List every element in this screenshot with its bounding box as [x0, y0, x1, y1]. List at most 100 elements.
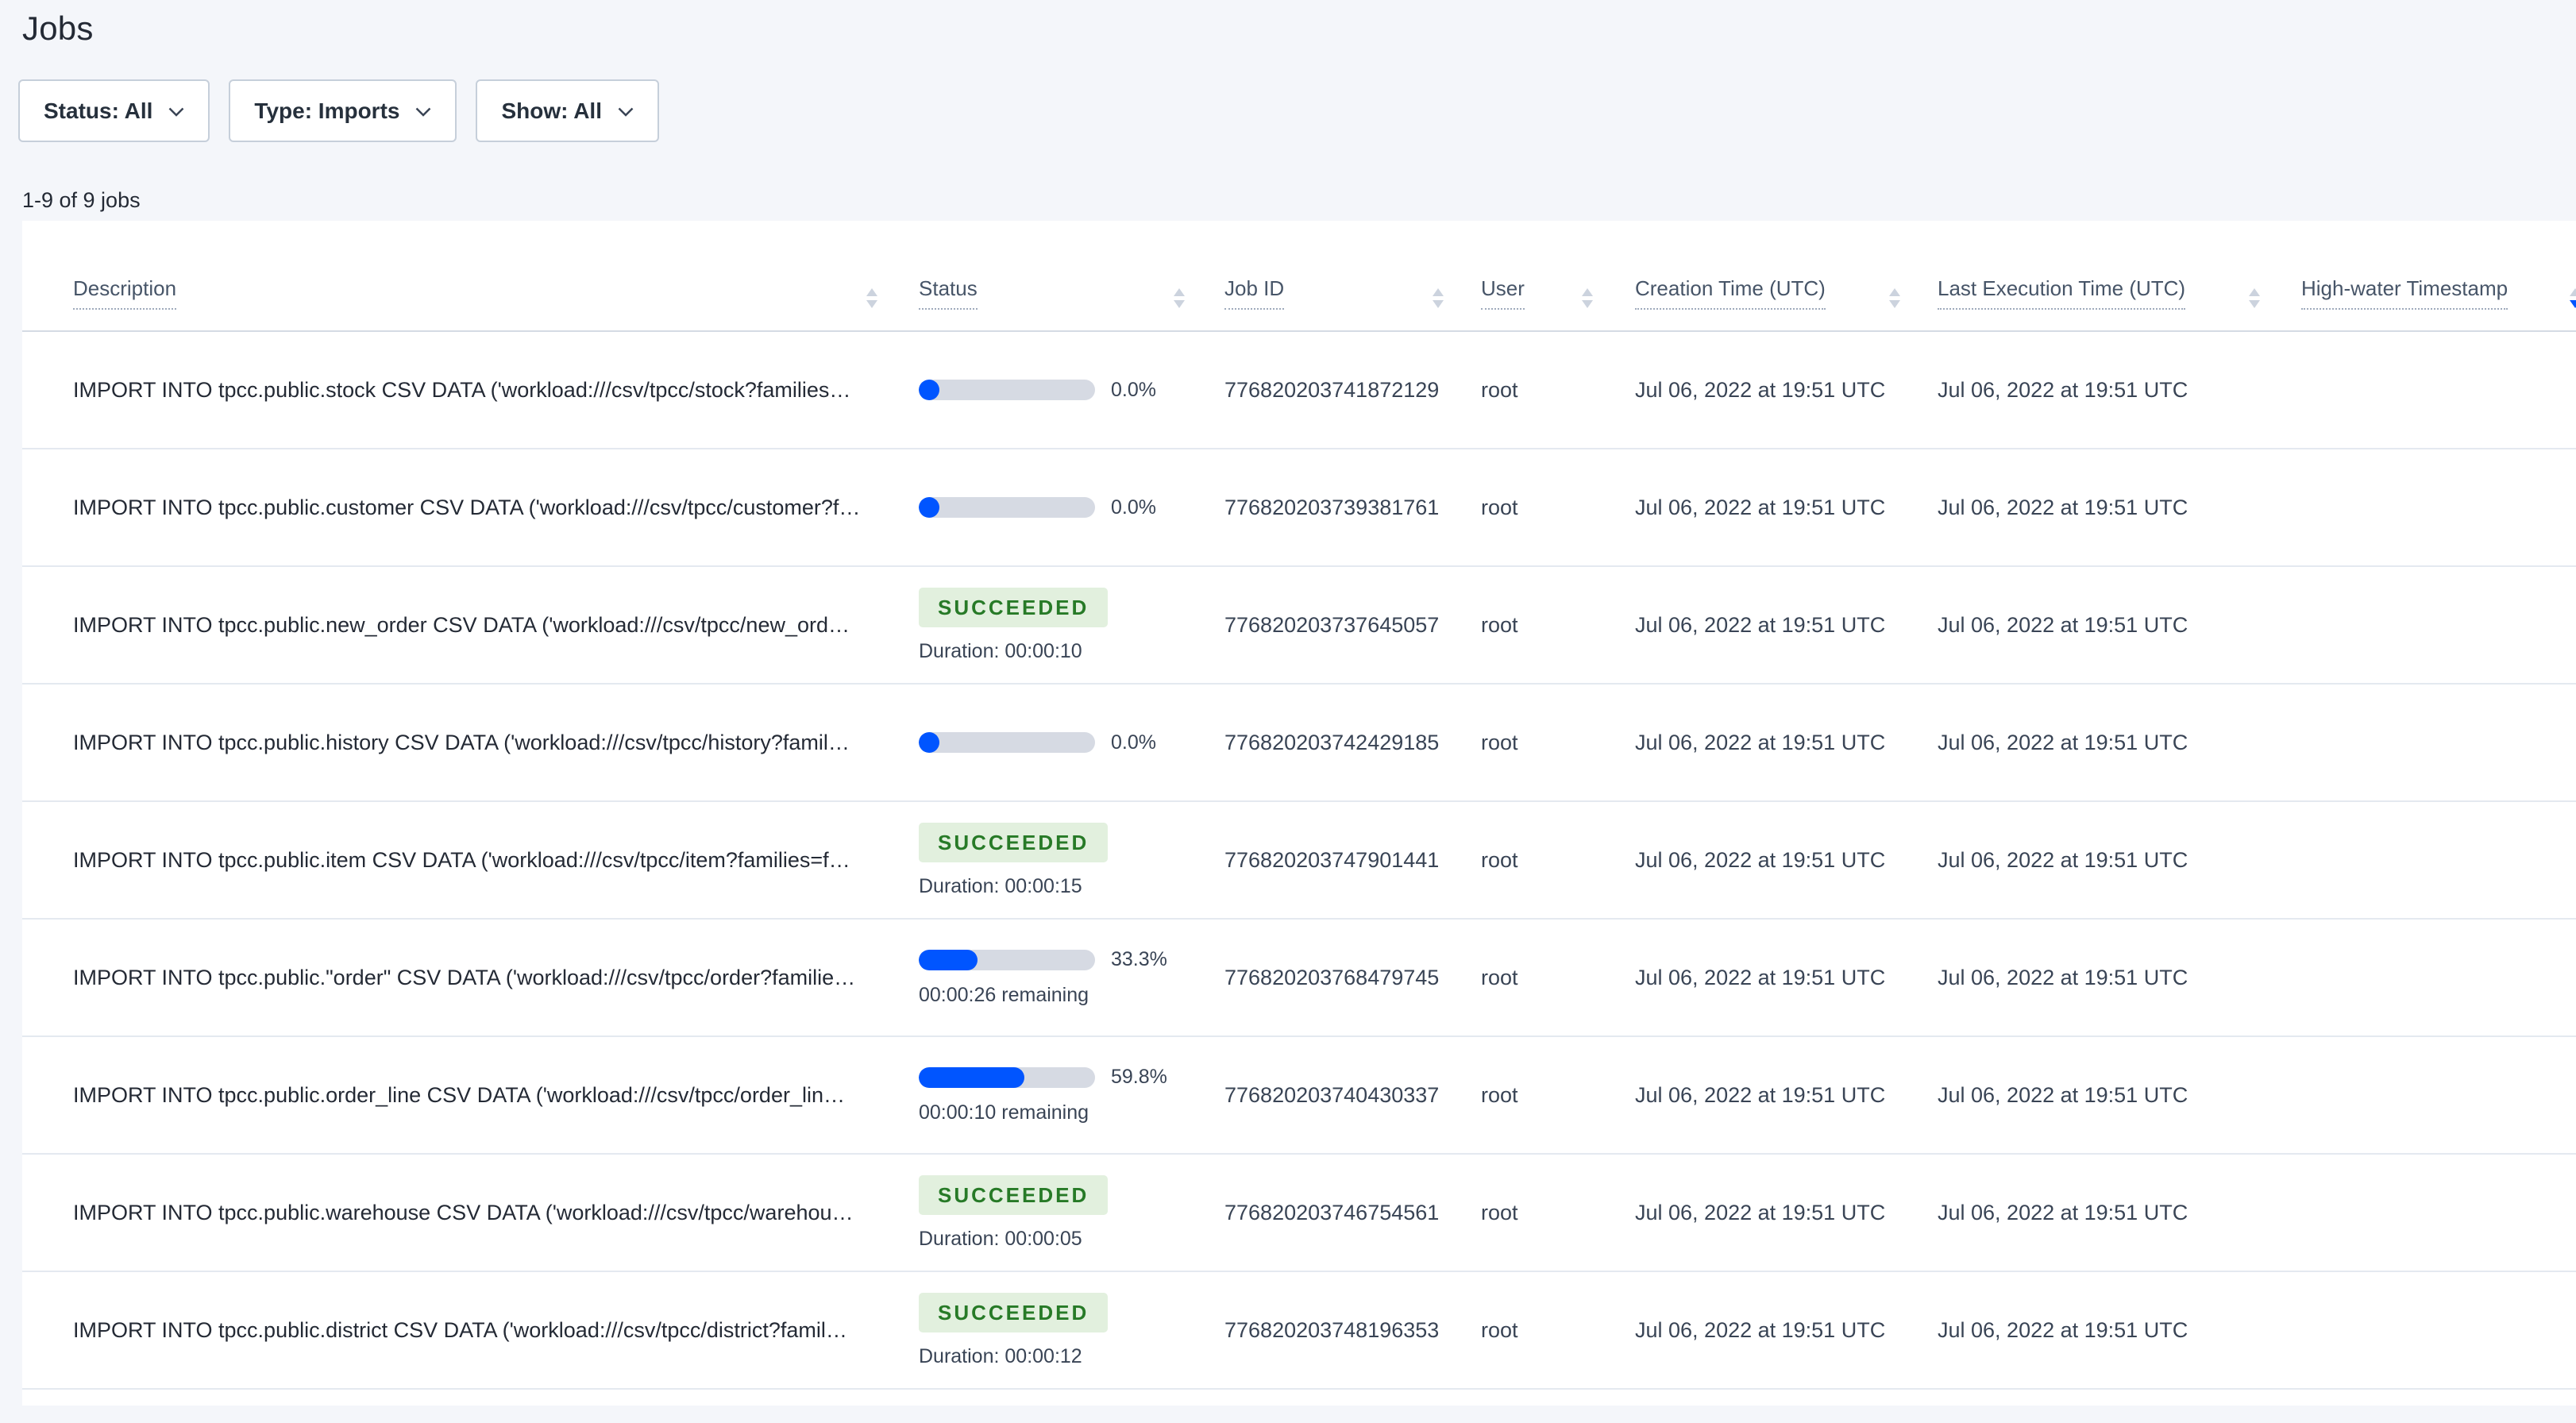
column-header-high_water[interactable]: High-water Timestamp [2301, 276, 2576, 330]
table-row: IMPORT INTO tpcc.public.stock CSV DATA (… [22, 332, 2576, 449]
job-duration: Duration: 00:00:10 [919, 639, 1082, 662]
progress-percent: 0.0% [1111, 496, 1156, 519]
sort-desc-arrow [2249, 300, 2260, 308]
user-cell: root [1481, 730, 1518, 754]
column-header-user[interactable]: User [1481, 276, 1635, 330]
table-header-row: Description Status Job ID User Creation Time… [22, 221, 2576, 332]
jobs-count: 1-9 of 9 jobs [22, 188, 141, 212]
job-progress: 0.0% [919, 496, 1224, 519]
job-description-link[interactable]: IMPORT INTO tpcc.public.customer CSV DAT… [73, 495, 861, 519]
job-id-cell: 776820203746754561 [1224, 1200, 1440, 1224]
job-id-cell: 776820203768479745 [1224, 965, 1440, 989]
job-description-link[interactable]: IMPORT INTO tpcc.public.district CSV DAT… [73, 1317, 847, 1342]
filter-dropdown-label: Show: All [501, 98, 602, 123]
status-badge-succeeded: SUCCEEDED [919, 587, 1109, 627]
job-duration: Duration: 00:00:15 [919, 874, 1082, 897]
sort-asc-arrow [2249, 288, 2260, 296]
user-cell: root [1481, 847, 1518, 872]
status-badge-succeeded: SUCCEEDED [919, 1292, 1109, 1332]
job-id-cell: 776820203748196353 [1224, 1317, 1440, 1342]
job-description-link[interactable]: IMPORT INTO tpcc.public."order" CSV DATA… [73, 965, 856, 989]
time-remaining: 00:00:26 remaining [919, 984, 1089, 1006]
sort-arrows-icon[interactable] [866, 288, 877, 308]
table-body: IMPORT INTO tpcc.public.stock CSV DATA (… [22, 332, 2576, 1390]
sort-arrows-icon[interactable] [1582, 288, 1593, 308]
column-header-label[interactable]: Description [73, 276, 177, 310]
chevron-down-icon [618, 107, 634, 117]
filter-bar: Status: All Type: Imports Show: All [18, 79, 2576, 142]
user-cell: root [1481, 1317, 1518, 1342]
job-description-link[interactable]: IMPORT INTO tpcc.public.item CSV DATA ('… [73, 847, 850, 872]
job-progress: 59.8% [919, 1066, 1224, 1089]
sort-arrows-icon[interactable] [1889, 288, 1900, 308]
column-header-label[interactable]: High-water Timestamp [2301, 276, 2509, 310]
job-status-cell: SUCCEEDED Duration: 00:00:05 [919, 1174, 1224, 1251]
job-description-link[interactable]: IMPORT INTO tpcc.public.history CSV DATA… [73, 730, 850, 754]
job-status-cell: 0.0% [919, 731, 1224, 754]
job-status-cell: 0.0% [919, 496, 1224, 519]
last-execution-time-cell: Jul 06, 2022 at 19:51 UTC [1938, 965, 2188, 989]
column-header-description[interactable]: Description [73, 276, 919, 330]
progress-bar-fill [919, 497, 939, 518]
progress-bar-track [919, 949, 1095, 970]
sort-arrows-icon[interactable] [2249, 288, 2260, 308]
sort-asc-arrow [866, 288, 877, 296]
column-header-label[interactable]: Last Execution Time (UTC) [1938, 276, 2186, 310]
job-description-link[interactable]: IMPORT INTO tpcc.public.warehouse CSV DA… [73, 1200, 854, 1224]
job-status-cell: SUCCEEDED Duration: 00:00:15 [919, 822, 1224, 898]
job-description-link[interactable]: IMPORT INTO tpcc.public.stock CSV DATA (… [73, 377, 851, 402]
sort-desc-arrow [866, 300, 877, 308]
progress-bar-track [919, 497, 1095, 518]
sort-arrows-icon[interactable] [1433, 288, 1444, 308]
table-row: IMPORT INTO tpcc.public.new_order CSV DA… [22, 567, 2576, 685]
column-header-job_id[interactable]: Job ID [1224, 276, 1481, 330]
creation-time-cell: Jul 06, 2022 at 19:51 UTC [1635, 377, 1886, 402]
user-cell: root [1481, 1082, 1518, 1107]
job-description-link[interactable]: IMPORT INTO tpcc.public.order_line CSV D… [73, 1082, 845, 1107]
last-execution-time-cell: Jul 06, 2022 at 19:51 UTC [1938, 612, 2188, 637]
column-header-created[interactable]: Creation Time (UTC) [1635, 276, 1938, 330]
table-row: IMPORT INTO tpcc.public."order" CSV DATA… [22, 920, 2576, 1037]
column-header-label[interactable]: Status [919, 276, 978, 310]
sort-desc-arrow [2570, 300, 2576, 308]
last-execution-time-cell: Jul 06, 2022 at 19:51 UTC [1938, 377, 2188, 402]
progress-bar-track [919, 380, 1095, 400]
page-title: Jobs [22, 10, 94, 47]
job-status-cell: SUCCEEDED Duration: 00:00:12 [919, 1292, 1224, 1368]
column-header-status[interactable]: Status [919, 276, 1224, 330]
user-cell: root [1481, 612, 1518, 637]
sort-desc-arrow [1582, 300, 1593, 308]
job-status-cell: SUCCEEDED Duration: 00:00:10 [919, 587, 1224, 663]
last-execution-time-cell: Jul 06, 2022 at 19:51 UTC [1938, 1082, 2188, 1107]
job-description-link[interactable]: IMPORT INTO tpcc.public.new_order CSV DA… [73, 612, 850, 637]
filter-dropdown-type[interactable]: Type: Imports [229, 79, 457, 142]
sort-asc-arrow [1889, 288, 1900, 296]
column-header-label[interactable]: Job ID [1224, 276, 1285, 310]
creation-time-cell: Jul 06, 2022 at 19:51 UTC [1635, 1317, 1886, 1342]
creation-time-cell: Jul 06, 2022 at 19:51 UTC [1635, 495, 1886, 519]
filter-dropdown-show[interactable]: Show: All [476, 79, 659, 142]
table-row: IMPORT INTO tpcc.public.history CSV DATA… [22, 685, 2576, 802]
filter-dropdown-status[interactable]: Status: All [18, 79, 210, 142]
job-id-cell: 776820203740430337 [1224, 1082, 1440, 1107]
jobs-table-card: Description Status Job ID User Creation Time… [22, 221, 2576, 1406]
job-id-cell: 776820203737645057 [1224, 612, 1440, 637]
user-cell: root [1481, 965, 1518, 989]
creation-time-cell: Jul 06, 2022 at 19:51 UTC [1635, 847, 1886, 872]
progress-bar-track [919, 732, 1095, 753]
sort-asc-arrow [1582, 288, 1593, 296]
sort-desc-arrow [1889, 300, 1900, 308]
column-header-label[interactable]: User [1481, 276, 1525, 310]
sort-asc-arrow [1174, 288, 1185, 296]
column-header-last_exec[interactable]: Last Execution Time (UTC) [1938, 276, 2301, 330]
filter-dropdown-label: Status: All [44, 98, 153, 123]
sort-arrows-icon[interactable] [2570, 288, 2576, 308]
job-status-cell: 0.0% [919, 379, 1224, 402]
chevron-down-icon [168, 107, 184, 117]
sort-arrows-icon[interactable] [1174, 288, 1185, 308]
last-execution-time-cell: Jul 06, 2022 at 19:51 UTC [1938, 1317, 2188, 1342]
column-header-label[interactable]: Creation Time (UTC) [1635, 276, 1826, 310]
status-badge-succeeded: SUCCEEDED [919, 822, 1109, 862]
creation-time-cell: Jul 06, 2022 at 19:51 UTC [1635, 965, 1886, 989]
